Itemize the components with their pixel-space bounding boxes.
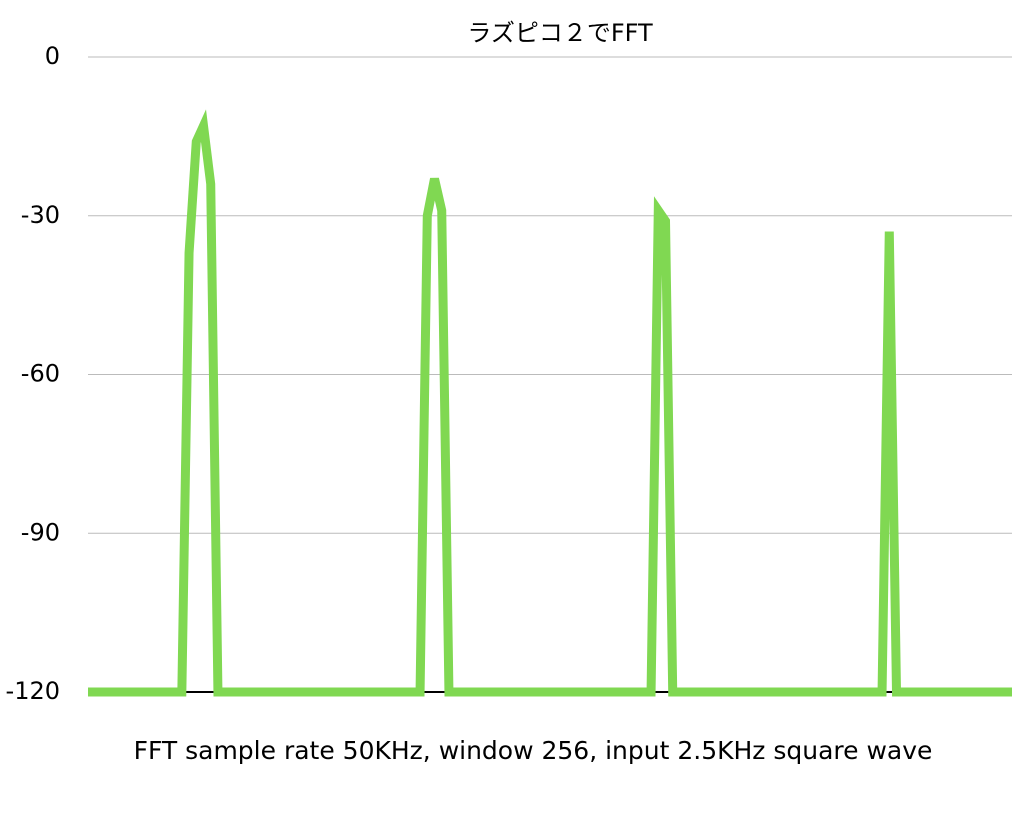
y-tick-label: -90 — [21, 518, 60, 546]
y-tick-label: 0 — [45, 42, 60, 70]
y-tick-label: -60 — [21, 360, 60, 388]
y-tick-label: -120 — [6, 677, 60, 705]
x-axis-label: FFT sample rate 50KHz, window 256, input… — [134, 736, 933, 765]
y-tick-label: -30 — [21, 201, 60, 229]
chart-title: ラズピコ２でFFT — [467, 19, 653, 47]
data-line — [88, 109, 1012, 697]
